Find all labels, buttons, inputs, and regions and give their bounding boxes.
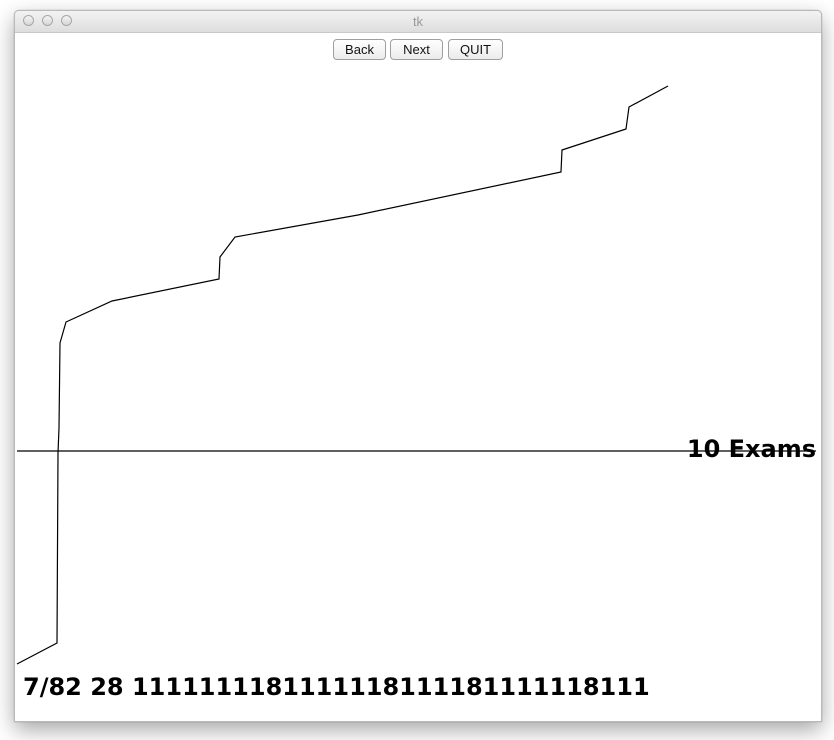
quit-button[interactable]: QUIT	[448, 39, 503, 60]
next-button[interactable]: Next	[390, 39, 443, 60]
title-bar[interactable]: tk	[15, 11, 821, 33]
progress-curve	[16, 85, 669, 665]
drawing-canvas: 10 Exams 7/82 28 11111111811111181111811…	[15, 33, 821, 721]
exams-count-label: 10 Exams	[686, 435, 816, 463]
app-window: tk Back Next QUIT 10 Exams 7/82 28 11111…	[14, 10, 822, 722]
minimize-window-icon[interactable]	[42, 15, 53, 26]
window-title: tk	[412, 14, 424, 29]
back-button[interactable]: Back	[333, 39, 386, 60]
status-readout: 7/82 28 1111111181111118111181111118111	[23, 673, 650, 701]
close-window-icon[interactable]	[23, 15, 34, 26]
plot-area	[16, 85, 816, 665]
zoom-window-icon[interactable]	[61, 15, 72, 26]
toolbar: Back Next QUIT	[15, 39, 821, 61]
